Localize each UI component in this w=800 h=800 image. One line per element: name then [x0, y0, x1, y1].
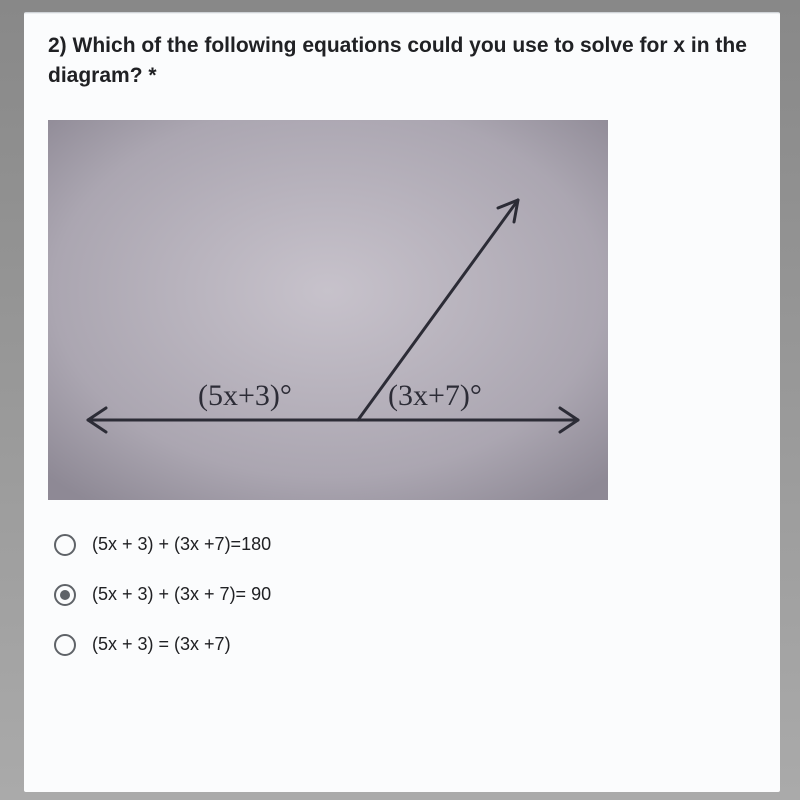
angle-diagram: (5x+3)° (3x+7)° [48, 120, 608, 500]
radio-0[interactable] [54, 534, 76, 556]
angle-label-right: (3x+7)° [388, 379, 482, 412]
angle-label-left: (5x+3)° [198, 379, 292, 412]
question-text: 2) Which of the following equations coul… [48, 31, 756, 92]
option-1[interactable]: (5x + 3) + (3x + 7)= 90 [54, 584, 756, 606]
question-line2: diagram? [48, 64, 143, 87]
option-1-label: (5x + 3) + (3x + 7)= 90 [92, 584, 271, 605]
diagram-image: (5x+3)° (3x+7)° [48, 120, 608, 500]
radio-2[interactable] [54, 634, 76, 656]
answer-options: (5x + 3) + (3x +7)=180 (5x + 3) + (3x + … [48, 534, 756, 656]
question-number: 2) [48, 34, 67, 57]
option-0[interactable]: (5x + 3) + (3x +7)=180 [54, 534, 756, 556]
radio-1[interactable] [54, 584, 76, 606]
option-2-label: (5x + 3) = (3x +7) [92, 634, 231, 655]
question-card: 2) Which of the following equations coul… [24, 12, 780, 792]
question-line1: Which of the following equations could y… [73, 34, 747, 57]
page-background: 2) Which of the following equations coul… [0, 0, 800, 800]
option-0-label: (5x + 3) + (3x +7)=180 [92, 534, 271, 555]
required-asterisk: * [148, 64, 156, 87]
option-2[interactable]: (5x + 3) = (3x +7) [54, 634, 756, 656]
